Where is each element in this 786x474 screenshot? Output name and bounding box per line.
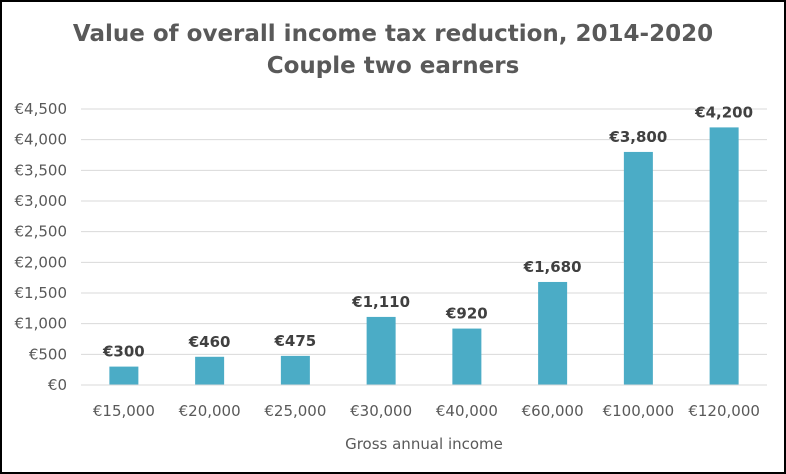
y-tick-label: €3,000 <box>15 192 68 210</box>
data-label: €460 <box>188 333 231 351</box>
chart-title-block: Value of overall income tax reduction, 2… <box>2 18 784 82</box>
bar <box>195 356 225 385</box>
x-tick-label: €100,000 <box>603 402 675 420</box>
data-label: €920 <box>445 305 488 323</box>
x-tick-label: €15,000 <box>93 402 155 420</box>
y-tick-label: €2,000 <box>15 253 68 271</box>
x-tick-label: €20,000 <box>179 402 241 420</box>
chart-subtitle: Couple two earners <box>266 53 520 79</box>
bar <box>109 366 139 385</box>
chart-title: Value of overall income tax reduction, 2… <box>72 21 714 47</box>
y-tick-label: €4,000 <box>15 131 68 149</box>
x-tick-label: €30,000 <box>350 402 412 420</box>
data-label: €475 <box>274 332 317 350</box>
data-label: €1,110 <box>351 293 410 311</box>
bar <box>452 328 482 385</box>
x-tick-label: €25,000 <box>264 402 326 420</box>
data-label: €3,800 <box>608 128 667 146</box>
bar <box>280 355 310 385</box>
y-tick-label: €500 <box>29 345 67 363</box>
data-label: €4,200 <box>694 103 753 121</box>
bar <box>538 281 568 385</box>
data-label: €1,680 <box>523 258 582 276</box>
x-tick-label: €60,000 <box>522 402 584 420</box>
y-tick-label: €3,500 <box>15 161 68 179</box>
bar <box>623 151 653 385</box>
x-axis-title: Gross annual income <box>345 435 503 453</box>
bar <box>709 127 739 386</box>
bar <box>366 316 396 385</box>
x-tick-label: €40,000 <box>436 402 498 420</box>
data-label: €300 <box>102 343 145 361</box>
x-tick-label: €120,000 <box>688 402 760 420</box>
y-tick-label: €1,000 <box>15 315 68 333</box>
y-tick-label: €4,500 <box>15 100 68 118</box>
y-tick-label: €2,500 <box>15 223 68 241</box>
y-tick-label: €1,500 <box>15 284 68 302</box>
y-tick-label: €0 <box>48 376 67 394</box>
